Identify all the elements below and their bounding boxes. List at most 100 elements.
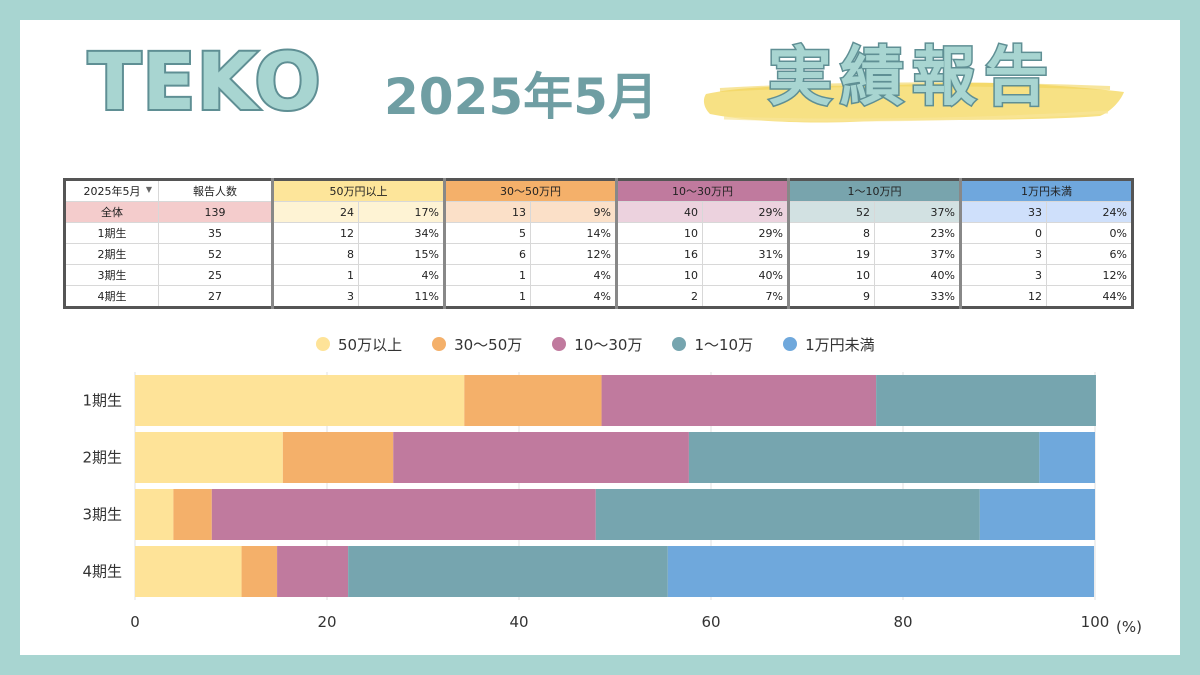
bar-segment: [241, 546, 278, 597]
cell-count: 8: [271, 243, 359, 265]
category-label: 2期生: [82, 449, 122, 467]
x-tick-label: 0: [130, 613, 140, 631]
row-label: 1期生: [64, 222, 159, 244]
row-count: 139: [158, 201, 273, 223]
cell-count: 5: [443, 222, 531, 244]
cell-count: 0: [959, 222, 1047, 244]
cell-count: 19: [787, 243, 875, 265]
row-label: 2期生: [64, 243, 159, 265]
legend-label: 30〜50万: [454, 335, 523, 354]
cell-percent: 14%: [530, 222, 617, 244]
cell-count: 12: [271, 222, 359, 244]
cell-percent: 17%: [358, 201, 445, 223]
cell-percent: 4%: [530, 285, 617, 308]
bar-segment: [688, 432, 1040, 483]
legend-swatch: [783, 337, 798, 351]
bar-segment: [135, 432, 283, 483]
cell-percent: 4%: [358, 264, 445, 286]
x-tick-label: 20: [317, 613, 336, 631]
legend-swatch: [552, 337, 567, 351]
cell-count: 1: [443, 285, 531, 308]
cell-count: 8: [787, 222, 875, 244]
cell-percent: 44%: [1046, 285, 1133, 308]
cell-percent: 37%: [874, 243, 961, 265]
cell-percent: 4%: [530, 264, 617, 286]
bar-segment: [979, 489, 1095, 540]
cell-percent: 23%: [874, 222, 961, 244]
category-label: 4期生: [82, 563, 122, 581]
cell-percent: 6%: [1046, 243, 1133, 265]
bar-segment: [595, 489, 980, 540]
cell-percent: 29%: [702, 222, 789, 244]
band-header: 10〜30万円: [615, 179, 789, 202]
cell-percent: 11%: [358, 285, 445, 308]
cell-percent: 40%: [874, 264, 961, 286]
bar-segment: [667, 546, 1095, 597]
cell-percent: 37%: [874, 201, 961, 223]
cell-count: 3: [959, 243, 1047, 265]
bar-segment: [211, 489, 596, 540]
cell-count: 24: [271, 201, 359, 223]
cell-count: 10: [615, 264, 703, 286]
x-tick-label: 80: [893, 613, 912, 631]
cell-percent: 15%: [358, 243, 445, 265]
cell-percent: 12%: [1046, 264, 1133, 286]
category-label: 1期生: [82, 392, 122, 410]
table-row: 1期生 35 12 34% 5 14% 10 29% 8 23% 0 0%: [64, 222, 1133, 244]
table-row: 4期生 27 3 11% 1 4% 2 7% 9 33% 12 44%: [64, 285, 1133, 308]
summary-table: 2025年5月 ▼ 報告人数 50万円以上 30〜50万円 10〜30万円 1〜10万円 1万…: [63, 178, 1134, 309]
x-tick-label: 40: [509, 613, 528, 631]
band-header: 50万円以上: [271, 179, 445, 202]
cell-count: 6: [443, 243, 531, 265]
cell-count: 10: [787, 264, 875, 286]
cell-count: 33: [959, 201, 1047, 223]
band-header: 1万円未満: [959, 179, 1133, 202]
table-row: 3期生 25 1 4% 1 4% 10 40% 10 40% 3 12%: [64, 264, 1133, 286]
bar-segment: [393, 432, 689, 483]
report-title: 実績報告: [767, 41, 1056, 115]
chevron-down-icon[interactable]: ▼: [145, 185, 152, 194]
row-label: 3期生: [64, 264, 159, 286]
cell-percent: 33%: [874, 285, 961, 308]
brush-highlight: [703, 82, 1124, 123]
report-month: 2025年5月: [384, 68, 658, 126]
table-header-row: 2025年5月 ▼ 報告人数 50万円以上 30〜50万円 10〜30万円 1〜10万円 1万…: [64, 179, 1133, 202]
cell-count: 40: [615, 201, 703, 223]
cell-percent: 12%: [530, 243, 617, 265]
category-label: 3期生: [82, 506, 122, 524]
band-header: 1〜10万円: [787, 179, 961, 202]
cell-count: 3: [271, 285, 359, 308]
row-count: 25: [158, 264, 273, 286]
bar-segment: [601, 375, 877, 426]
bar-segment: [348, 546, 668, 597]
legend-label: 1万円未満: [805, 335, 875, 354]
cell-percent: 31%: [702, 243, 789, 265]
cell-percent: 29%: [702, 201, 789, 223]
bar-segment: [135, 489, 174, 540]
legend-label: 1〜10万: [694, 335, 754, 354]
legend-item: 30〜50万: [432, 334, 522, 355]
month-selector[interactable]: 2025年5月 ▼: [64, 179, 159, 202]
cell-count: 13: [443, 201, 531, 223]
cell-count: 1: [271, 264, 359, 286]
legend-swatch: [432, 337, 447, 351]
band-header: 30〜50万円: [443, 179, 617, 202]
bar-segment: [135, 546, 242, 597]
table-row: 2期生 52 8 15% 6 12% 16 31% 19 37% 3 6%: [64, 243, 1133, 265]
legend-item: 1万円未満: [783, 334, 875, 355]
cell-count: 12: [959, 285, 1047, 308]
legend-item: 10〜30万: [552, 334, 642, 355]
bar-segment: [135, 375, 465, 426]
cell-count: 9: [787, 285, 875, 308]
legend-item: 1〜10万: [672, 334, 753, 355]
x-tick-label: 60: [701, 613, 720, 631]
bar-segment: [876, 375, 1096, 426]
legend-swatch: [672, 337, 687, 351]
brand-title: TEKO: [86, 38, 323, 128]
row-count: 27: [158, 285, 273, 308]
row-count: 35: [158, 222, 273, 244]
cell-count: 52: [787, 201, 875, 223]
cell-percent: 9%: [530, 201, 617, 223]
chart-legend: 50万以上 30〜50万 10〜30万 1〜10万 1万円未満: [316, 334, 875, 354]
x-unit-label: (%): [1116, 618, 1142, 636]
